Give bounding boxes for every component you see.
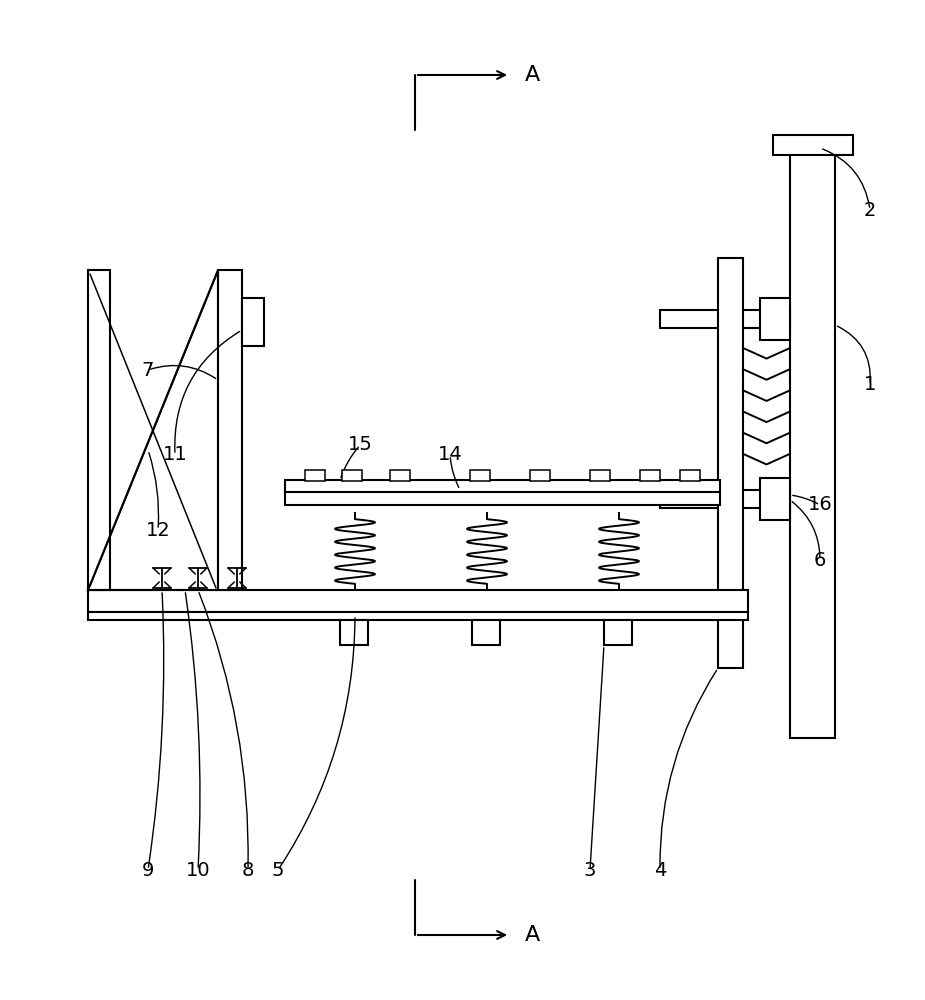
- Text: 16: 16: [808, 495, 832, 514]
- Bar: [472, 620, 500, 645]
- Bar: [790, 148, 835, 738]
- Text: 12: 12: [145, 520, 170, 540]
- Bar: [760, 478, 790, 520]
- Text: 2: 2: [864, 200, 876, 220]
- Text: 5: 5: [272, 860, 284, 880]
- Bar: [390, 470, 410, 481]
- Bar: [242, 298, 264, 346]
- Text: 7: 7: [142, 360, 154, 379]
- Text: 8: 8: [241, 860, 254, 880]
- Bar: [530, 470, 550, 481]
- Bar: [340, 620, 368, 645]
- Bar: [470, 470, 490, 481]
- Bar: [285, 490, 720, 505]
- Bar: [660, 310, 790, 328]
- Text: A: A: [525, 65, 540, 85]
- Bar: [718, 258, 743, 668]
- Text: 9: 9: [142, 860, 154, 880]
- Text: 11: 11: [163, 446, 188, 464]
- Text: 10: 10: [186, 860, 210, 880]
- Text: 1: 1: [864, 375, 876, 394]
- Text: 4: 4: [654, 860, 666, 880]
- Bar: [590, 470, 610, 481]
- Bar: [88, 612, 748, 620]
- Bar: [640, 470, 660, 481]
- Text: A: A: [525, 925, 540, 945]
- Bar: [680, 470, 700, 481]
- Text: 15: 15: [348, 436, 373, 454]
- Bar: [305, 470, 325, 481]
- Bar: [285, 480, 720, 492]
- Text: 6: 6: [814, 550, 826, 570]
- Bar: [88, 590, 748, 612]
- Bar: [218, 270, 242, 590]
- Bar: [773, 135, 853, 155]
- Text: 3: 3: [584, 860, 597, 880]
- Bar: [660, 490, 790, 508]
- Bar: [342, 470, 362, 481]
- Bar: [88, 270, 110, 590]
- Text: 14: 14: [438, 446, 462, 464]
- Bar: [760, 298, 790, 340]
- Bar: [604, 620, 632, 645]
